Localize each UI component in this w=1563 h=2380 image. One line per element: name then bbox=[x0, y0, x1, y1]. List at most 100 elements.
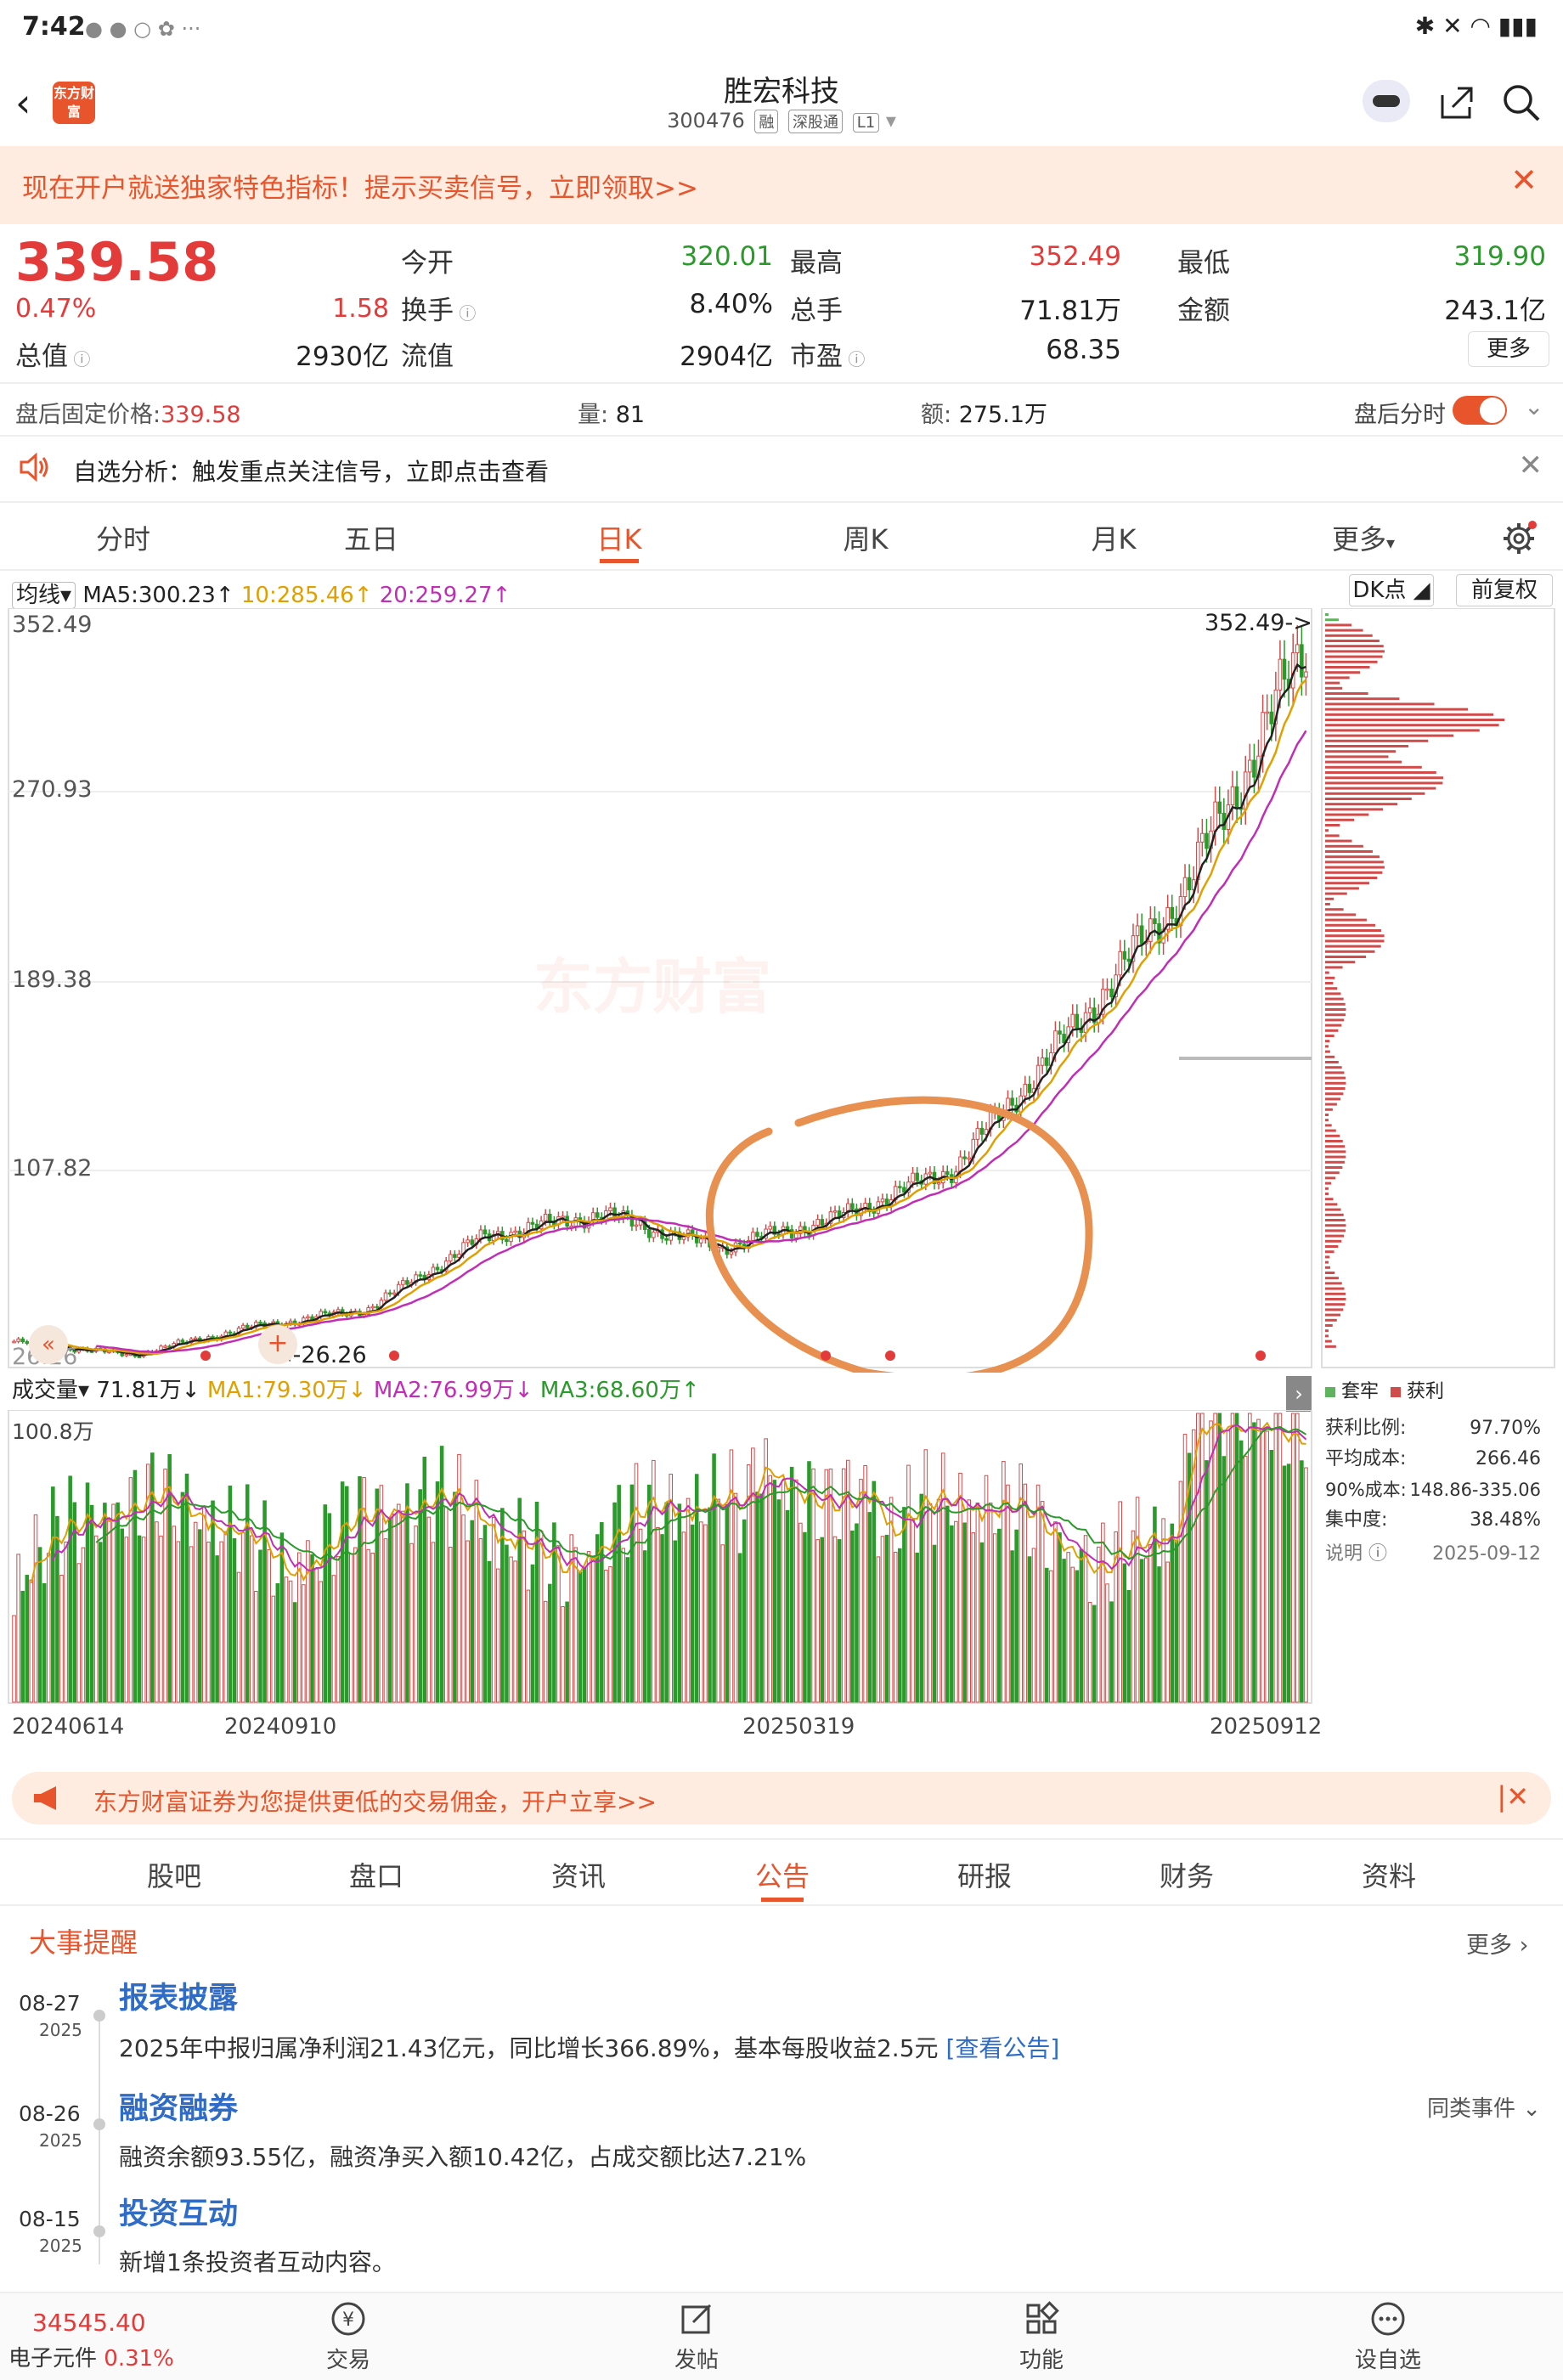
tab-news[interactable]: 资讯 bbox=[550, 1860, 606, 1892]
volume-bar bbox=[742, 1519, 747, 1703]
volume-bar bbox=[889, 1497, 894, 1703]
candle-body bbox=[1105, 988, 1109, 991]
candle-body bbox=[612, 1207, 617, 1218]
tab-daily-k[interactable]: 日K bbox=[596, 523, 642, 556]
tab-monthly-k[interactable]: 月K bbox=[1091, 523, 1137, 556]
zoom-in-icon[interactable]: + bbox=[258, 1325, 297, 1364]
tab-finance[interactable]: 财务 bbox=[1159, 1860, 1214, 1892]
promo-banner[interactable]: 现在开户就送独家特色指标！提示买卖信号，立即领取>> ✕ bbox=[0, 146, 1563, 224]
price-chart[interactable] bbox=[0, 608, 1563, 1373]
note-button[interactable]: 说明 ⓘ bbox=[1325, 1543, 1388, 1565]
analysis-text[interactable]: 自选分析：触发重点关注信号，立即点击查看 bbox=[73, 458, 550, 486]
scroll-left-icon[interactable]: « bbox=[29, 1325, 68, 1364]
axis-tick: 270.93 bbox=[12, 776, 93, 803]
close-icon[interactable]: |✕ bbox=[1497, 1780, 1529, 1813]
gear-icon[interactable] bbox=[1500, 520, 1538, 561]
volume-bar bbox=[64, 1541, 68, 1703]
volume-bar bbox=[25, 1575, 30, 1703]
volume-bar bbox=[729, 1449, 734, 1703]
broker-banner[interactable]: 东方财富证券为您提供更低的交易佣金，开户立享>> |✕ bbox=[12, 1772, 1551, 1824]
vol-legend: 成交量▾ 71.81万↓ MA1:79.30万↓ MA2:76.99万↓ MA3… bbox=[12, 1378, 700, 1403]
ma-select[interactable]: 均线▾ bbox=[12, 582, 76, 609]
candle-body bbox=[306, 1316, 310, 1319]
tab-research[interactable]: 研报 bbox=[956, 1860, 1012, 1892]
adjust-button[interactable]: 前复权 bbox=[1456, 574, 1553, 606]
nav-functions[interactable]: 功能 bbox=[1018, 2348, 1064, 2373]
chip-bar bbox=[1325, 1076, 1346, 1080]
candle-body bbox=[228, 1331, 233, 1334]
chevron-right-icon[interactable]: › bbox=[1286, 1376, 1312, 1412]
afterhours-toggle[interactable] bbox=[1453, 396, 1507, 425]
close-icon[interactable]: ✕ bbox=[1518, 448, 1543, 482]
chip-bar bbox=[1325, 950, 1375, 953]
tab-weekly-k[interactable]: 周K bbox=[843, 523, 889, 556]
tab-more[interactable]: 更多▾ bbox=[1331, 523, 1396, 556]
volume-bar bbox=[1269, 1450, 1274, 1703]
tab-five-day[interactable]: 五日 bbox=[343, 523, 398, 556]
chip-bar bbox=[1325, 1229, 1346, 1232]
grid-icon[interactable] bbox=[1016, 2300, 1067, 2341]
candle-body bbox=[772, 1226, 777, 1235]
event-title[interactable]: 投资互动 bbox=[119, 2197, 239, 2231]
volume-bar bbox=[1105, 1583, 1109, 1703]
candle-body bbox=[1187, 877, 1192, 891]
broker-text[interactable]: 东方财富证券为您提供更低的交易佣金，开户立享>> bbox=[93, 1788, 657, 1816]
volume-bar bbox=[1205, 1460, 1209, 1703]
volume-bar bbox=[1031, 1548, 1036, 1703]
tab-announcements[interactable]: 公告 bbox=[754, 1860, 810, 1892]
index-value[interactable]: 34545.40 bbox=[32, 2309, 146, 2337]
robot-avatar-icon[interactable] bbox=[1363, 80, 1410, 122]
volume-bar bbox=[1256, 1418, 1261, 1703]
search-icon[interactable] bbox=[1500, 82, 1543, 127]
back-icon[interactable]: ‹ bbox=[15, 80, 31, 126]
candle-body bbox=[1300, 644, 1304, 678]
candle-body bbox=[25, 1341, 30, 1345]
chevron-down-icon[interactable]: ▾ bbox=[885, 109, 896, 133]
promo-text[interactable]: 现在开户就送独家特色指标！提示买卖信号，立即领取>> bbox=[22, 173, 698, 204]
dk-point-button[interactable]: DK点 ◢ bbox=[1349, 574, 1434, 606]
tab-intraday[interactable]: 分时 bbox=[95, 523, 150, 556]
view-announcement-link[interactable]: [查看公告] bbox=[945, 2034, 1060, 2062]
volume-bar bbox=[362, 1477, 366, 1703]
volume-bar bbox=[984, 1475, 989, 1703]
value-mcap: 2930亿 bbox=[296, 341, 389, 372]
volume-bar bbox=[530, 1564, 535, 1703]
event-desc: 2025年中报归属净利润21.43亿元，同比增长366.89%，基本每股收益2.… bbox=[119, 2034, 1060, 2062]
more-dots-icon[interactable] bbox=[1363, 2300, 1413, 2341]
tab-profile[interactable]: 资料 bbox=[1361, 1860, 1416, 1892]
index-name-row[interactable]: 电子元件 0.31% bbox=[8, 2346, 174, 2372]
close-icon[interactable]: ✕ bbox=[1510, 161, 1538, 199]
volume-bar bbox=[548, 1583, 552, 1703]
share-icon[interactable] bbox=[1436, 82, 1478, 127]
events-more-link[interactable]: 更多 › bbox=[1466, 1932, 1529, 1959]
nav-trade[interactable]: 交易 bbox=[325, 2348, 370, 2373]
timeline-dot bbox=[93, 2225, 105, 2237]
chip-bar bbox=[1325, 1250, 1334, 1254]
chevron-down-icon[interactable]: ⌄ bbox=[1524, 392, 1544, 420]
candle-body bbox=[1109, 988, 1114, 998]
candle-body bbox=[124, 1354, 129, 1356]
nav-post[interactable]: 发帖 bbox=[674, 2348, 719, 2373]
volume-bar bbox=[76, 1563, 82, 1703]
timeline-line bbox=[99, 2010, 100, 2264]
vol-select[interactable]: 成交量▾ bbox=[12, 1378, 90, 1403]
nav-add-watchlist[interactable]: 设自选 bbox=[1354, 2348, 1421, 2373]
trade-icon[interactable]: ¥ bbox=[323, 2300, 374, 2341]
chip-bar bbox=[1325, 1329, 1329, 1333]
volume-bar bbox=[543, 1600, 548, 1703]
volume-bar bbox=[1023, 1483, 1028, 1703]
event-title[interactable]: 报表披露 bbox=[119, 1982, 239, 2016]
value-amount: 243.1亿 bbox=[1444, 296, 1546, 326]
volume-bar bbox=[876, 1556, 881, 1703]
tab-order-book[interactable]: 盘口 bbox=[348, 1860, 403, 1892]
tab-forum[interactable]: 股吧 bbox=[146, 1860, 201, 1892]
volume-bar bbox=[262, 1500, 267, 1703]
event-title[interactable]: 融资融券 bbox=[119, 2092, 239, 2126]
volume-bar bbox=[694, 1474, 699, 1703]
volume-bar bbox=[124, 1537, 129, 1703]
similar-events-button[interactable]: 同类事件 ⌄ bbox=[1427, 2096, 1542, 2122]
more-button[interactable]: 更多 bbox=[1468, 331, 1549, 367]
candle-body bbox=[466, 1239, 470, 1244]
volume-chart[interactable] bbox=[0, 1410, 1325, 1724]
post-icon[interactable] bbox=[671, 2300, 722, 2341]
